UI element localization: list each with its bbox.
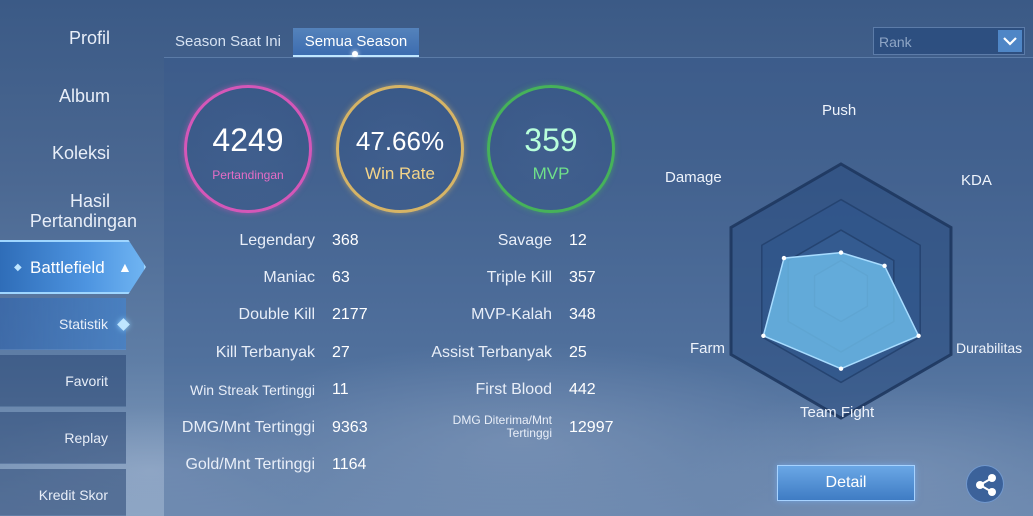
matches-label: Pertandingan bbox=[212, 168, 284, 182]
stat-label: Legendary bbox=[239, 232, 315, 249]
radar-svg bbox=[729, 162, 953, 420]
sidebar-item-battlefield[interactable] bbox=[0, 240, 146, 294]
share-icon bbox=[976, 474, 996, 496]
stat-label: First Blood bbox=[475, 381, 552, 398]
winrate-label: Win Rate bbox=[365, 164, 435, 183]
stat-value: 25 bbox=[569, 344, 587, 361]
mvp-circle: 359 MVP bbox=[487, 85, 615, 213]
sidebar-item-album[interactable]: Album bbox=[58, 86, 110, 106]
radar-label-farm: Farm bbox=[690, 340, 725, 357]
stat-label: Maniac bbox=[263, 269, 315, 286]
winrate-circle: 47.66% Win Rate bbox=[336, 85, 464, 213]
mvp-value: 359 bbox=[524, 122, 578, 158]
chevron-up-icon: ▲ bbox=[118, 259, 132, 275]
mode-dropdown[interactable]: Rank bbox=[873, 27, 1025, 55]
radar-point bbox=[838, 366, 844, 371]
radar-label-damage: Damage bbox=[665, 169, 722, 186]
share-button[interactable] bbox=[966, 465, 1004, 503]
subnav-kredit-skor[interactable]: Kredit Skor bbox=[0, 469, 126, 516]
stat-value: 11 bbox=[332, 381, 349, 398]
sidebar-item-profil[interactable]: Profil bbox=[68, 28, 110, 48]
stat-label: Kill Terbanyak bbox=[215, 344, 315, 361]
stat-label: DMG Diterima/Mnt Tertinggi bbox=[452, 413, 552, 440]
stat-value: 9363 bbox=[332, 419, 368, 436]
matches-circle: 4249 Pertandingan bbox=[184, 85, 312, 213]
detail-button[interactable]: Detail bbox=[777, 465, 915, 501]
matches-value: 4249 bbox=[212, 122, 284, 158]
tab-season-saat-ini[interactable]: Season Saat Ini bbox=[175, 33, 281, 50]
radar-label-team-fight: Team Fight bbox=[800, 404, 875, 421]
stat-label: MVP-Kalah bbox=[471, 306, 552, 323]
stat-value: 442 bbox=[569, 381, 596, 398]
radar-points bbox=[761, 250, 921, 371]
radar-label-push: Push bbox=[822, 102, 857, 119]
radar-point bbox=[916, 333, 921, 339]
sidebar-item-koleksi[interactable]: Koleksi bbox=[51, 143, 110, 163]
stat-label: Gold/Mnt Tertinggi bbox=[185, 456, 315, 473]
mvp-label: MVP bbox=[532, 164, 570, 183]
stat-label: Win Streak Tertinggi bbox=[189, 382, 315, 398]
sidebar: Profil Album Koleksi Hasil Pertandingan … bbox=[0, 0, 146, 516]
radar-chart: Push KDA Durabilitas Team Fight Farm Dam… bbox=[650, 90, 1033, 440]
chevron-down-icon[interactable] bbox=[998, 30, 1022, 52]
stat-label: DMG/Mnt Tertinggi bbox=[181, 419, 315, 436]
subnav-statistik[interactable]: Statistik bbox=[0, 298, 126, 350]
stat-value: 357 bbox=[569, 269, 596, 286]
stat-value: 1164 bbox=[332, 456, 367, 473]
stat-label: Triple Kill bbox=[486, 269, 552, 286]
winrate-value: 47.66% bbox=[355, 126, 445, 156]
marker-icon: ◆ bbox=[14, 262, 22, 273]
subnav-favorit[interactable]: Favorit bbox=[0, 355, 126, 407]
sidebar-item-hasil-pertandingan[interactable]: Hasil Pertandingan bbox=[29, 191, 137, 231]
radar-point bbox=[882, 263, 887, 269]
stat-value: 12 bbox=[569, 232, 587, 249]
stat-value: 63 bbox=[332, 269, 350, 286]
stat-value: 348 bbox=[569, 306, 596, 323]
stat-value: 12997 bbox=[569, 419, 614, 436]
stat-value: 27 bbox=[332, 344, 350, 361]
battlefield-label: Battlefield bbox=[30, 258, 105, 277]
stat-label: Double Kill bbox=[238, 306, 315, 323]
radar-point bbox=[761, 333, 766, 339]
stat-value: 2177 bbox=[332, 306, 368, 323]
stat-label: Assist Terbanyak bbox=[431, 344, 552, 361]
radar-label-kda: KDA bbox=[961, 172, 992, 189]
dropdown-value: Rank bbox=[879, 34, 912, 50]
stat-value: 368 bbox=[332, 232, 359, 249]
radar-point bbox=[781, 255, 787, 261]
tab-active-dot bbox=[352, 51, 358, 57]
radar-label-durabilitas: Durabilitas bbox=[956, 340, 1023, 356]
stat-label: Savage bbox=[497, 232, 552, 249]
subnav-replay[interactable]: Replay bbox=[0, 412, 126, 464]
radar-point bbox=[838, 250, 844, 255]
